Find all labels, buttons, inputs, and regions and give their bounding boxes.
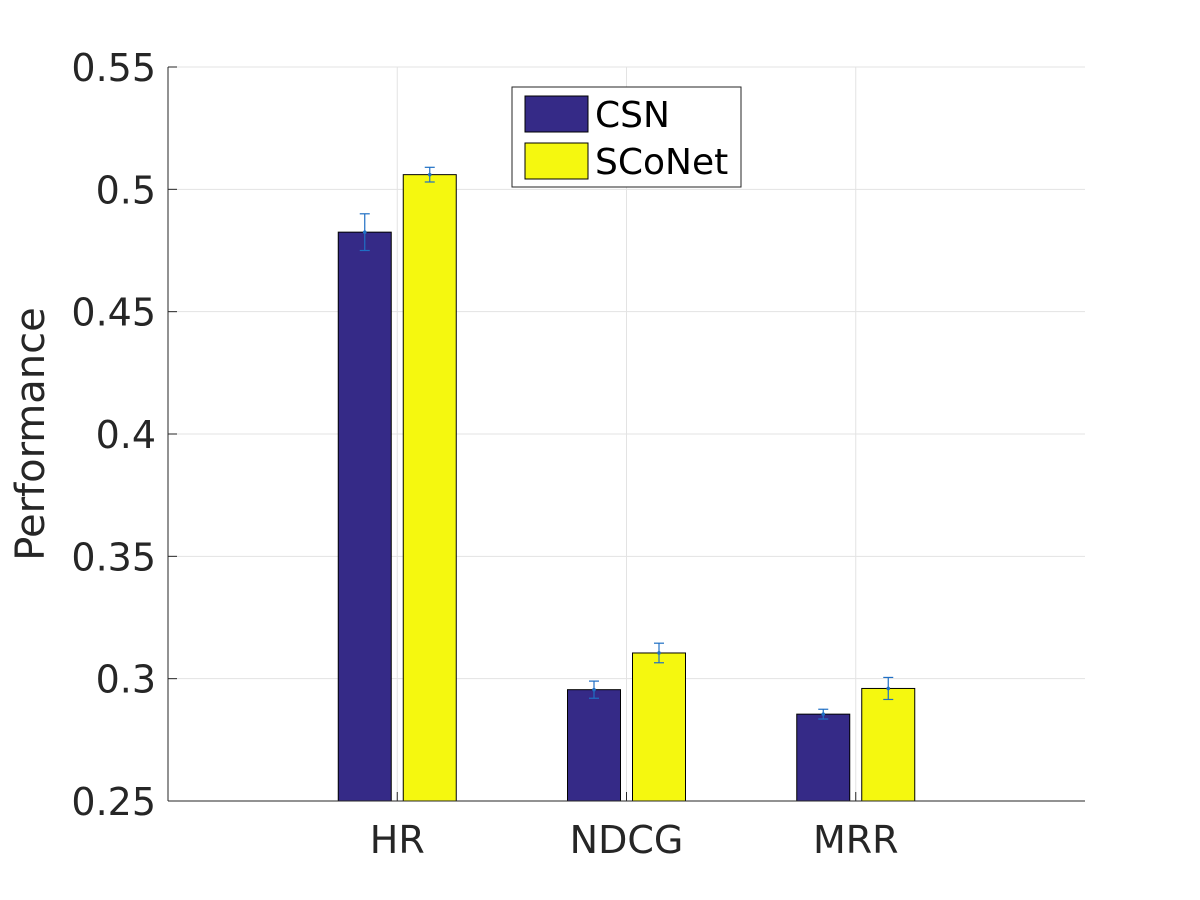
legend-label-sconet: SCoNet (595, 142, 728, 183)
error-bar-marker (362, 230, 367, 234)
grid (168, 66, 1085, 802)
error-bar-marker (821, 712, 826, 716)
error-bar-marker (657, 651, 661, 655)
bar-sconet-mrr (861, 687, 916, 802)
bar-sconet-hr (402, 174, 457, 802)
error-bar-marker (886, 686, 891, 691)
x-tick-label: HR (370, 818, 425, 862)
y-tick-label: 0.5 (96, 168, 156, 212)
bar-csn-hr (337, 231, 392, 802)
y-tick-label: 0.25 (71, 780, 156, 824)
bars (337, 174, 916, 802)
legend-label-csn: CSN (595, 95, 670, 136)
x-tick-label: NDCG (570, 818, 684, 862)
axes (167, 66, 1085, 802)
y-tick-label: 0.45 (71, 291, 156, 335)
y-axis-label: Performance (8, 307, 54, 560)
y-tick-label: 0.3 (96, 658, 156, 702)
error-bar-marker (592, 687, 596, 692)
y-tick-label: 0.55 (71, 46, 156, 90)
error-bar-marker (427, 172, 432, 177)
x-tick-labels: HR NDCG MRR (370, 818, 899, 862)
y-tick-labels: 0.25 0.3 0.35 0.4 0.45 0.5 0.55 (71, 46, 156, 824)
bar-sconet-ndcg (632, 652, 686, 802)
bar-csn-mrr (796, 713, 851, 802)
legend-swatch-csn (524, 95, 589, 133)
y-tick-label: 0.35 (71, 535, 156, 579)
bar-csn-ndcg (567, 689, 621, 802)
legend: CSN SCoNet (511, 86, 742, 188)
error-bars (359, 166, 894, 720)
x-tick-label: MRR (813, 818, 899, 862)
legend-swatch-sconet (524, 142, 589, 180)
y-tick-label: 0.4 (96, 413, 156, 457)
